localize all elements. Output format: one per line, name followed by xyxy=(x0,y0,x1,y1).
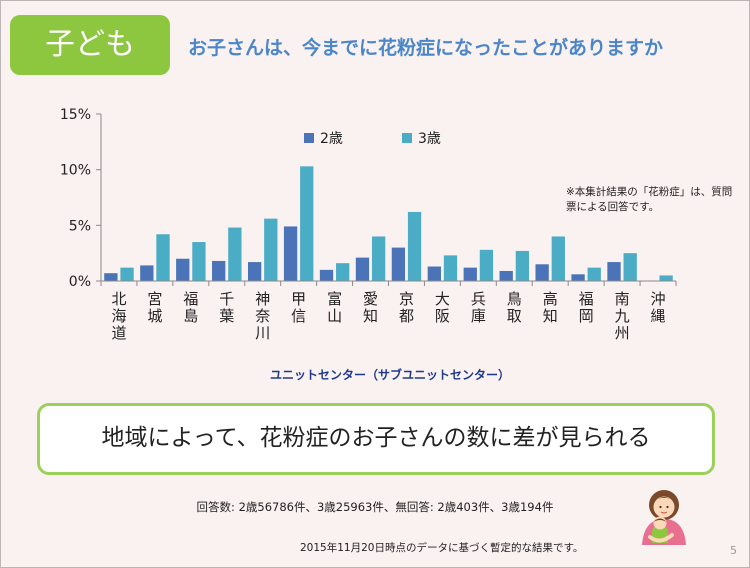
x-tick-label: 川 xyxy=(255,324,270,342)
x-tick-label: 知 xyxy=(363,307,378,325)
bar-age2 xyxy=(140,265,154,281)
x-tick-label: 山 xyxy=(327,307,342,325)
x-tick-label: 道 xyxy=(111,324,126,342)
bar-age2 xyxy=(571,274,585,281)
bar-age3 xyxy=(407,211,422,281)
chart-note: ※本集計結果の「花粉症」は、質問票による回答です。 xyxy=(566,186,733,213)
x-tick-label: 大 xyxy=(435,290,450,308)
respondent-count: 回答数: 2歳56786件、3歳25963件、無回答: 2歳403件、3歳194… xyxy=(196,500,554,514)
x-tick-label: 北 xyxy=(111,290,126,308)
bar-age3 xyxy=(443,255,458,281)
footer-note: 2015年11月20日時点のデータに基づく暫定的な結果です。 xyxy=(300,542,584,554)
x-tick-label: 縄 xyxy=(651,307,666,325)
bar-chart: 0%5%10%15%北海道宮城福島千葉神奈川甲信富山愛知京都大阪兵庫鳥取高知福岡… xyxy=(60,107,677,342)
x-axis-title: ユニットセンター（サブユニットセンター） xyxy=(269,368,510,382)
x-tick-label: 都 xyxy=(399,307,414,325)
x-tick-label: 州 xyxy=(615,324,630,342)
bar-age2 xyxy=(247,262,262,281)
bar-age2 xyxy=(104,273,118,281)
bar-age3 xyxy=(300,166,314,281)
bar-age2 xyxy=(176,258,190,281)
x-tick-label: 海 xyxy=(111,307,126,325)
x-tick-label: 福 xyxy=(579,290,594,308)
bar-age3 xyxy=(623,253,637,281)
legend-label: 2歳 xyxy=(320,131,343,147)
x-tick-label: 愛 xyxy=(363,290,378,308)
bar-age3 xyxy=(156,234,170,281)
bar-age2 xyxy=(283,226,298,281)
x-tick-label: 岡 xyxy=(579,307,594,325)
page-title: お子さんは、今までに花粉症になったことがありますか xyxy=(188,37,664,59)
legend-swatch xyxy=(304,133,314,143)
x-tick-label: 高 xyxy=(543,290,558,308)
x-tick-label: 沖 xyxy=(651,290,666,308)
x-tick-label: 城 xyxy=(147,307,162,325)
bar-age3 xyxy=(192,242,206,281)
bar-age2 xyxy=(355,257,370,281)
legend-label: 3歳 xyxy=(418,131,441,147)
x-tick-label: 鳥 xyxy=(507,290,522,308)
x-tick-label: 兵 xyxy=(471,290,486,308)
legend-swatch xyxy=(402,133,412,143)
x-tick-label: 庫 xyxy=(471,307,486,325)
x-tick-label: 取 xyxy=(507,307,522,325)
summary-callout: 地域によって、花粉症のお子さんの数に差が見られる xyxy=(37,403,715,475)
x-tick-label: 京 xyxy=(399,290,414,308)
x-tick-label: 知 xyxy=(543,307,558,325)
x-tick-label: 南 xyxy=(615,290,630,308)
bar-age3 xyxy=(336,263,350,281)
x-tick-label: 甲 xyxy=(291,290,306,308)
x-tick-label: 阪 xyxy=(435,307,450,325)
bar-age2 xyxy=(607,262,621,281)
x-tick-label: 奈 xyxy=(255,307,270,325)
bar-age3 xyxy=(228,227,242,281)
bar-age3 xyxy=(659,275,673,281)
y-tick-label: 10% xyxy=(60,163,91,179)
bar-age2 xyxy=(535,264,549,281)
x-tick-label: 信 xyxy=(291,307,306,325)
bar-age3 xyxy=(515,250,530,281)
category-tag-label: 子ども xyxy=(45,27,135,62)
x-tick-label: 福 xyxy=(183,290,198,308)
bar-age2 xyxy=(427,266,441,281)
y-tick-label: 15% xyxy=(60,107,91,123)
x-tick-label: 神 xyxy=(255,290,270,308)
x-tick-label: 千 xyxy=(219,290,234,308)
bar-age2 xyxy=(391,247,406,281)
summary-callout-text: 地域によって、花粉症のお子さんの数に差が見られる xyxy=(101,425,651,451)
x-tick-label: 富 xyxy=(327,290,342,308)
bar-age3 xyxy=(551,236,565,281)
x-tick-label: 宮 xyxy=(147,290,162,308)
x-tick-label: 葉 xyxy=(219,307,234,325)
y-tick-label: 5% xyxy=(69,218,91,234)
y-tick-label: 0% xyxy=(69,274,91,290)
bar-age3 xyxy=(479,249,494,281)
bar-age3 xyxy=(371,236,386,281)
bar-age3 xyxy=(587,267,601,281)
category-tag: 子ども xyxy=(10,15,170,75)
page-number: 5 xyxy=(730,544,737,557)
bar-age2 xyxy=(499,270,513,281)
bar-age2 xyxy=(319,269,334,281)
mother-and-child-icon xyxy=(642,490,686,545)
bar-age2 xyxy=(463,267,477,281)
bar-age3 xyxy=(264,218,278,281)
bar-age2 xyxy=(212,260,226,281)
x-tick-label: 島 xyxy=(183,307,198,325)
bar-age3 xyxy=(120,267,134,281)
x-tick-label: 九 xyxy=(615,307,630,325)
